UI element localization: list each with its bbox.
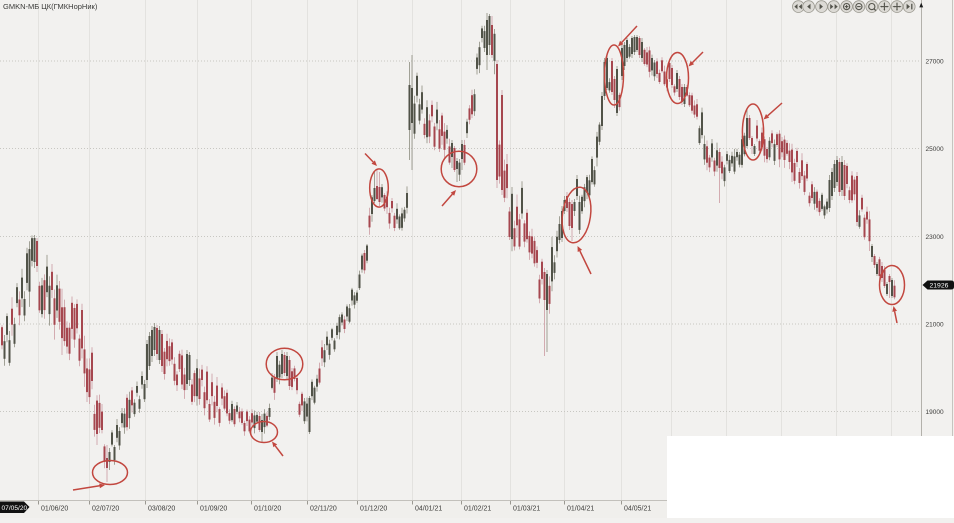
svg-text:GMKN-МБ ЦК(ГМКНорНик): GMKN-МБ ЦК(ГМКНорНик) xyxy=(3,2,98,11)
svg-text:25000: 25000 xyxy=(926,146,944,153)
svg-text:21000: 21000 xyxy=(926,322,944,329)
svg-text:02/07/20: 02/07/20 xyxy=(92,506,119,513)
svg-text:04/05/21: 04/05/21 xyxy=(624,506,651,513)
svg-text:02/11/20: 02/11/20 xyxy=(310,506,337,513)
svg-text:01/09/20: 01/09/20 xyxy=(200,506,227,513)
svg-text:01/03/21: 01/03/21 xyxy=(513,506,540,513)
svg-text:01/06/20: 01/06/20 xyxy=(41,506,68,513)
svg-text:21926: 21926 xyxy=(930,283,949,290)
svg-text:27000: 27000 xyxy=(926,59,944,66)
svg-text:01/12/20: 01/12/20 xyxy=(360,506,387,513)
svg-text:01/02/21: 01/02/21 xyxy=(464,506,491,513)
svg-text:01/04/21: 01/04/21 xyxy=(567,506,594,513)
svg-text:19000: 19000 xyxy=(926,409,944,416)
svg-text:23000: 23000 xyxy=(926,234,944,241)
svg-text:07/05/20: 07/05/20 xyxy=(2,505,28,512)
svg-text:04/01/21: 04/01/21 xyxy=(415,506,442,513)
svg-text:01/10/20: 01/10/20 xyxy=(254,506,281,513)
svg-text:03/08/20: 03/08/20 xyxy=(148,506,175,513)
